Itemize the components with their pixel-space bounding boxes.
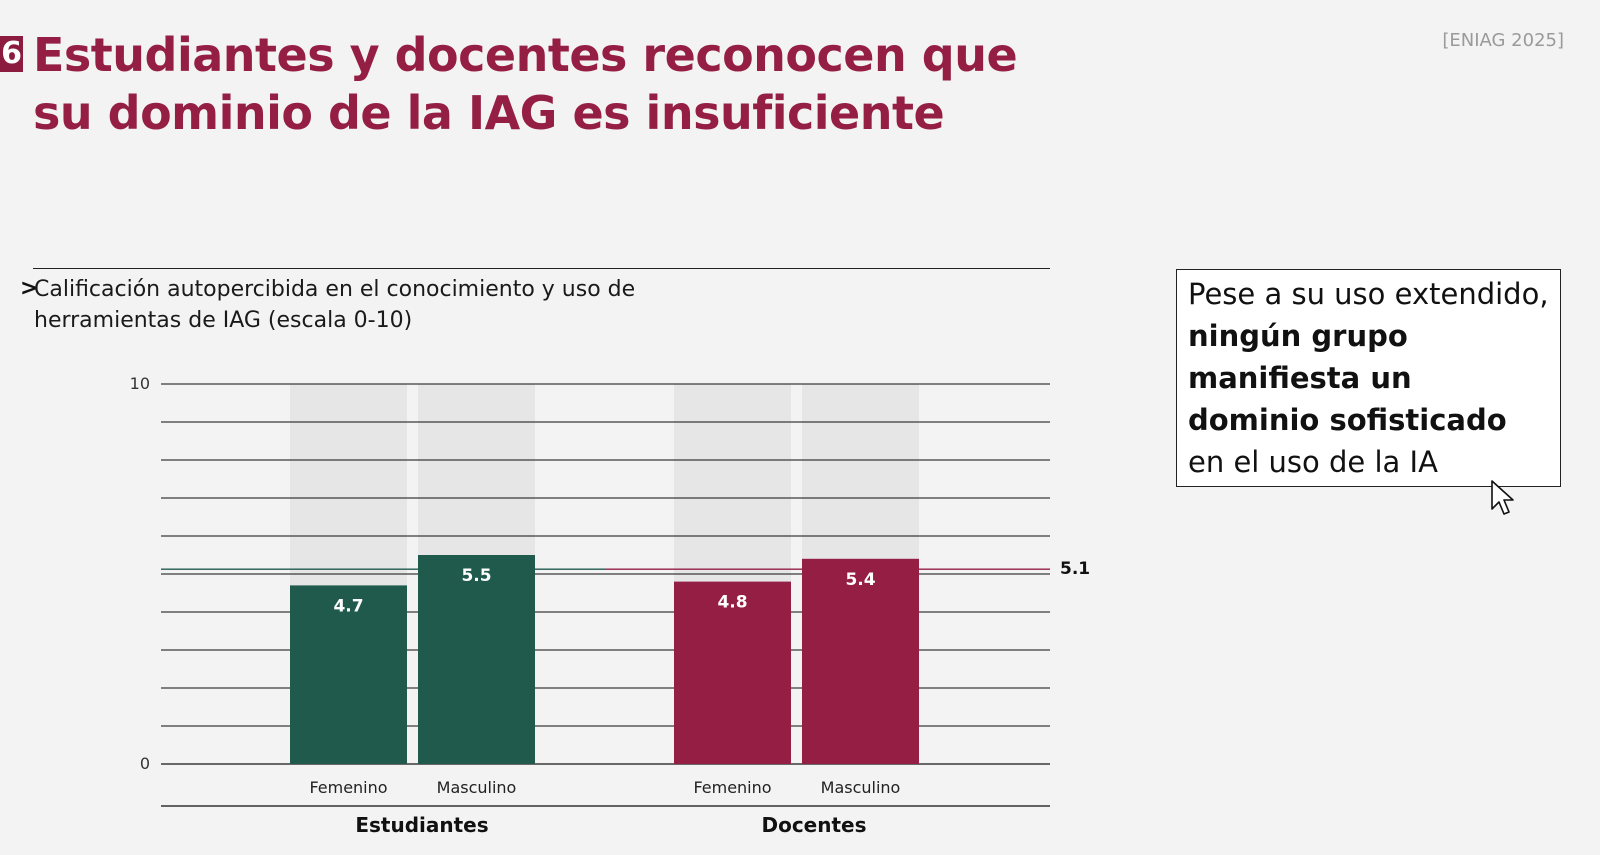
bar [290,585,407,764]
bar [674,581,791,764]
bar [418,555,535,764]
category-label: Masculino [437,778,517,797]
chart-top-rule [33,268,1050,269]
mouse-pointer-icon [1491,480,1514,515]
group-label: Docentes [761,813,866,837]
bar [802,558,919,764]
bar-value-label: 5.4 [845,570,875,590]
bar-chart: 10 0 5.1 4.7 Femenino 5.5 Masculino Estudiantes… [130,374,1090,837]
subtitle-arrow: > [20,276,39,301]
callout-text-bold: ningún grupo manifiesta un dominio sofis… [1188,319,1507,437]
bar-value-label: 4.8 [717,593,747,613]
callout-text-after: en el uso de la IA [1188,445,1438,479]
y-tick-label: 0 [140,754,150,773]
reference-line-label: 5.1 [1060,559,1090,579]
slide-number: 6 [0,36,23,72]
page-title: Estudiantes y docentes reconocen que su … [33,28,1018,140]
bar-value-label: 4.7 [333,596,363,616]
category-label: Femenino [309,778,387,797]
source-label: [ENIAG 2025] [1442,30,1564,51]
bar-value-label: 5.5 [461,566,491,586]
category-label: Femenino [693,778,771,797]
category-label: Masculino [821,778,901,797]
callout-box: Pese a su uso extendido, ningún grupo ma… [1176,269,1561,487]
callout-text-before: Pese a su uso extendido, [1188,277,1549,311]
group-label: Estudiantes [355,813,488,837]
y-tick-label: 10 [130,374,150,393]
chart-title: Calificación autopercibida en el conocim… [34,277,636,333]
